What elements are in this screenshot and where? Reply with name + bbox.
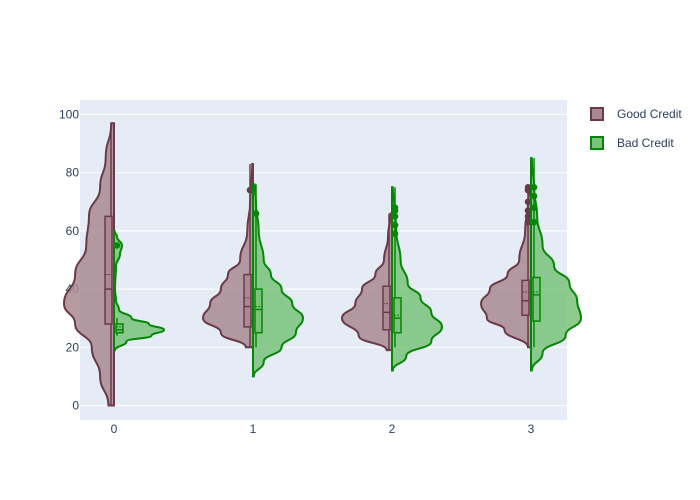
outlier-point	[246, 186, 254, 194]
outlier-point	[524, 218, 532, 226]
y-tick-label: 80	[66, 166, 80, 180]
outlier-point	[391, 230, 399, 238]
violin-good-credit-2	[340, 212, 393, 352]
legend-swatch	[590, 136, 604, 150]
outlier-point	[524, 207, 532, 214]
violin-bad-credit-0	[113, 229, 166, 352]
outlier-point	[530, 218, 538, 226]
legend-item-bad-credit[interactable]: Bad Credit	[590, 136, 674, 150]
y-axis-ticks: 020406080100	[59, 108, 79, 413]
x-tick-label: 0	[111, 422, 118, 436]
outlier-point	[252, 210, 260, 217]
legend[interactable]: Good Credit Bad Credit	[590, 107, 682, 150]
legend-label: Bad Credit	[617, 136, 674, 150]
x-tick-label: 2	[389, 422, 396, 436]
outlier-point	[530, 192, 538, 200]
outlier-point	[524, 183, 532, 191]
box	[104, 215, 113, 325]
box	[243, 273, 252, 328]
y-tick-label: 0	[72, 398, 79, 412]
outlier-point	[530, 204, 538, 211]
outlier-point	[113, 242, 121, 249]
violin-bad-credit-1	[252, 183, 305, 378]
legend-swatch	[590, 107, 604, 121]
series-bad-credit	[113, 157, 583, 378]
box	[521, 279, 530, 317]
outlier-point	[530, 183, 538, 191]
y-tick-label: 100	[59, 108, 79, 122]
outlier-point	[391, 221, 399, 229]
box	[115, 323, 124, 334]
x-tick-label: 3	[528, 422, 535, 436]
y-tick-label: 60	[66, 224, 80, 238]
outlier-point	[524, 198, 532, 206]
box	[382, 285, 391, 331]
x-tick-label: 1	[250, 422, 257, 436]
legend-item-good-credit[interactable]: Good Credit	[590, 107, 682, 121]
box	[254, 288, 263, 334]
grid-lines	[80, 114, 567, 406]
plot-background	[80, 100, 567, 420]
outlier-point	[391, 213, 399, 220]
x-axis-ticks: 0 1 2 3	[111, 422, 535, 436]
series-good-credit	[62, 122, 532, 407]
outlier-point	[391, 204, 399, 211]
violin-good-credit-0	[62, 122, 115, 407]
legend-label: Good Credit	[617, 107, 682, 121]
violin-traces	[62, 122, 583, 407]
violin-bad-credit-3	[530, 157, 583, 372]
y-tick-label: 20	[66, 340, 80, 354]
outlier-point	[524, 213, 532, 220]
box	[532, 276, 541, 322]
